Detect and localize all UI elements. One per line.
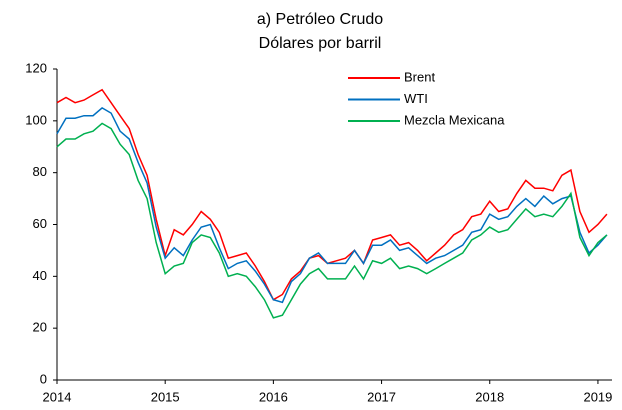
x-tick-label: 2014: [43, 389, 72, 404]
x-tick-label: 2017: [367, 389, 396, 404]
legend-label: Mezcla Mexicana: [404, 112, 505, 127]
x-tick-label: 2016: [259, 389, 288, 404]
x-tick-label: 2018: [475, 389, 504, 404]
y-tick-label: 60: [33, 216, 47, 231]
series-line: [56, 122, 608, 319]
y-tick-label: 20: [33, 320, 47, 335]
x-tick-label: 2015: [151, 389, 180, 404]
legend-label: WTI: [404, 91, 428, 106]
legend-label: Brent: [404, 69, 435, 84]
series-line: [56, 88, 608, 301]
chart-title: a) Petróleo Crudo: [257, 11, 383, 28]
y-tick-label: 120: [25, 60, 47, 75]
y-tick-label: 40: [33, 268, 47, 283]
series-line: [56, 106, 608, 304]
y-tick-label: 80: [33, 164, 47, 179]
x-tick-label: 2019: [583, 389, 612, 404]
y-tick-label: 0: [40, 371, 47, 386]
y-tick-label: 100: [25, 112, 47, 127]
chart-subtitle: Dólares por barril: [259, 35, 382, 52]
